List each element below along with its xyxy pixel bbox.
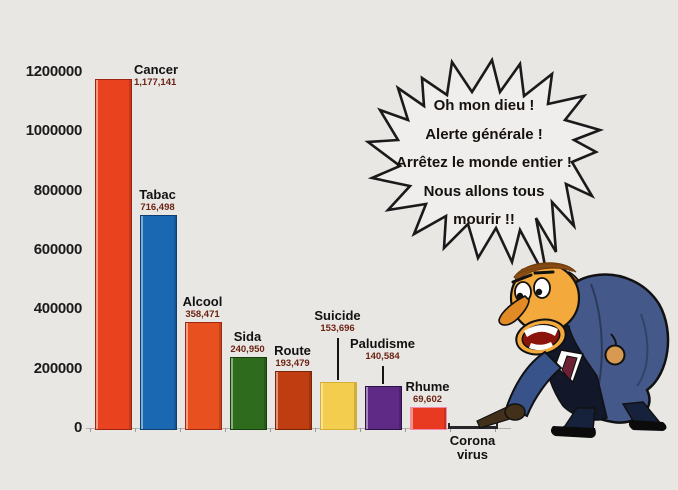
bar-corona-virus-end-tick [495, 423, 498, 428]
bar-paludisme [365, 386, 402, 430]
bar-label-suicide: Suicide 153,696 [314, 308, 360, 334]
bar-name: Corona virus [449, 433, 496, 462]
bar-name: Route [274, 343, 311, 358]
man-right-pupil [535, 288, 543, 296]
bar-value: 358,471 [185, 309, 220, 320]
bar-route [275, 371, 312, 430]
y-axis-tick-label: 800000 [33, 181, 83, 199]
speech-bubble-text: Oh mon dieu ! Alerte générale ! Arrêtez le… [378, 92, 590, 235]
man-right-eye [533, 277, 551, 299]
label-leader-line [381, 366, 384, 384]
axis-tick [135, 428, 136, 432]
bar-corona-virus-end-tick [447, 423, 450, 428]
bar-value: 193,479 [275, 358, 310, 369]
speech-bubble-burst [364, 56, 605, 283]
man-right-shoe [628, 420, 667, 431]
speech-line: Arrêtez le monde entier ! [396, 154, 572, 171]
bar-value: 69,602 [412, 394, 443, 405]
bar-name: Tabac [139, 187, 176, 202]
man-left-brow [511, 273, 533, 284]
man-teeth-bottom [529, 342, 553, 351]
bar-value: 1,177,141 [134, 77, 177, 88]
bar-label-rhume: Rhume 69,602 [405, 379, 449, 405]
bar-cancer [95, 79, 132, 430]
panicked-man-cartoon [465, 258, 678, 448]
bar-label-alcool: Alcool 358,471 [183, 294, 223, 320]
y-axis-tick-label: 400000 [33, 300, 83, 318]
axis-tick [450, 428, 451, 432]
bar-name: Suicide [314, 308, 361, 323]
bar-label-cancer: Cancer 1,177,141 [134, 62, 178, 88]
bar-label-corona-virus: Corona virus [443, 434, 503, 462]
speech-line: mourir !! [453, 211, 515, 228]
bar-tabac [140, 215, 177, 430]
man-hair-strand [520, 263, 570, 271]
bar-value: 240,950 [230, 344, 265, 355]
bar-name: Alcool [182, 294, 223, 309]
speech-line: Nous allons tous [423, 182, 545, 200]
bar-value: 153,696 [320, 323, 355, 334]
bar-name: Rhume [405, 379, 450, 394]
axis-tick [270, 428, 271, 432]
man-left-shoe [550, 426, 596, 438]
y-axis-tick-label: 0 [73, 419, 82, 436]
label-leader-line [336, 338, 339, 380]
man-hair-strand [516, 266, 574, 275]
man-pointing-hand [504, 403, 526, 421]
y-axis-tick-label: 1000000 [25, 122, 83, 140]
bar-name: Paludisme [349, 336, 416, 351]
bar-label-tabac: Tabac 716,498 [139, 187, 176, 213]
man-svg [476, 262, 670, 438]
speech-line: Alerte générale ! [425, 125, 543, 143]
bar-name: Sida [233, 329, 262, 344]
bar-label-paludisme: Paludisme 140,584 [350, 336, 415, 362]
y-axis-tick-label: 600000 [33, 241, 83, 258]
bar-value: 140,584 [365, 351, 400, 362]
man-right-brow [533, 270, 555, 275]
man-teeth-top [524, 324, 558, 337]
speech-line: Oh mon dieu ! [433, 97, 535, 114]
man-tie [561, 355, 578, 382]
bar-value: 716,498 [140, 202, 175, 213]
y-axis-tick-label: 1200000 [25, 63, 83, 80]
bar-alcool [185, 322, 222, 430]
axis-tick [225, 428, 226, 432]
bar-label-route: Route 193,479 [274, 343, 311, 369]
bar-suicide [320, 382, 357, 430]
bar-name: Cancer [134, 62, 179, 77]
axis-tick [180, 428, 181, 432]
bar-rhume [410, 407, 447, 430]
axis-tick [405, 428, 406, 432]
speech-bubble-outline [364, 56, 605, 283]
bar-sida [230, 357, 267, 430]
bar-label-sida: Sida 240,950 [230, 329, 264, 355]
axis-tick [315, 428, 316, 432]
axis-tick [90, 428, 91, 432]
man-suit-crease [636, 313, 649, 387]
man-back-fist [604, 344, 626, 366]
bar-corona-virus [447, 426, 498, 429]
man-nose [498, 295, 530, 326]
axis-tick [360, 428, 361, 432]
y-axis-tick-label: 200000 [33, 359, 83, 377]
man-suit-crease [590, 283, 603, 385]
axis-tick [495, 428, 496, 432]
speech-bubble [360, 50, 615, 305]
